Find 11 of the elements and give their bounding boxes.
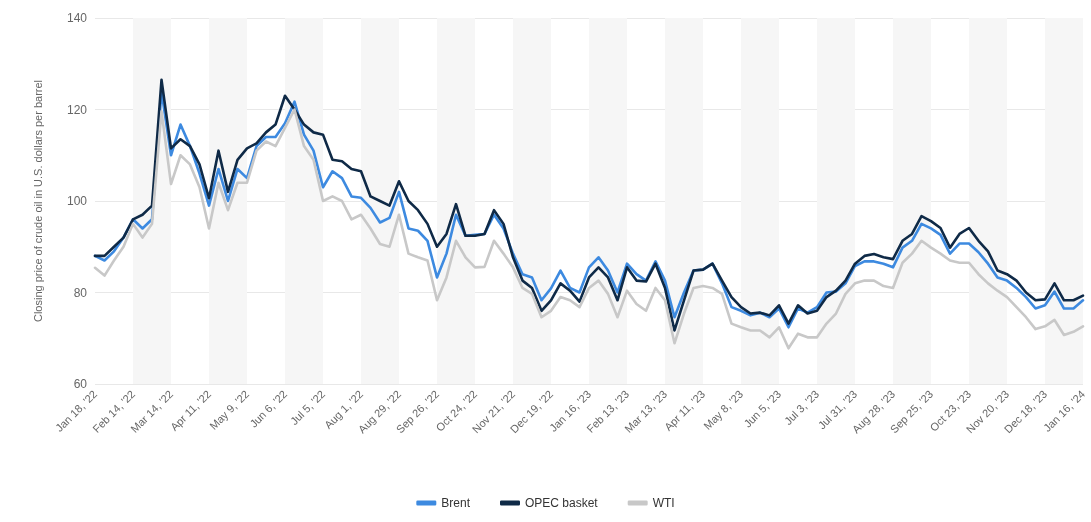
- y-axis-title: Closing price of crude oil in U.S. dollars per barrel: [31, 79, 44, 323]
- y-tick-label: 60: [73, 377, 88, 391]
- y-tick-label: 120: [66, 102, 88, 117]
- line-series: [93, 108, 1085, 350]
- legend-label: Brent: [441, 496, 471, 510]
- x-tick-label: Jun 6, '22: [247, 387, 290, 430]
- legend-label: OPEC basket: [525, 496, 599, 510]
- y-tick-label: 140: [66, 11, 88, 25]
- y-tick-label: 80: [73, 285, 88, 300]
- y-tick-label: 100: [66, 194, 88, 208]
- legend-label: WTI: [652, 496, 675, 510]
